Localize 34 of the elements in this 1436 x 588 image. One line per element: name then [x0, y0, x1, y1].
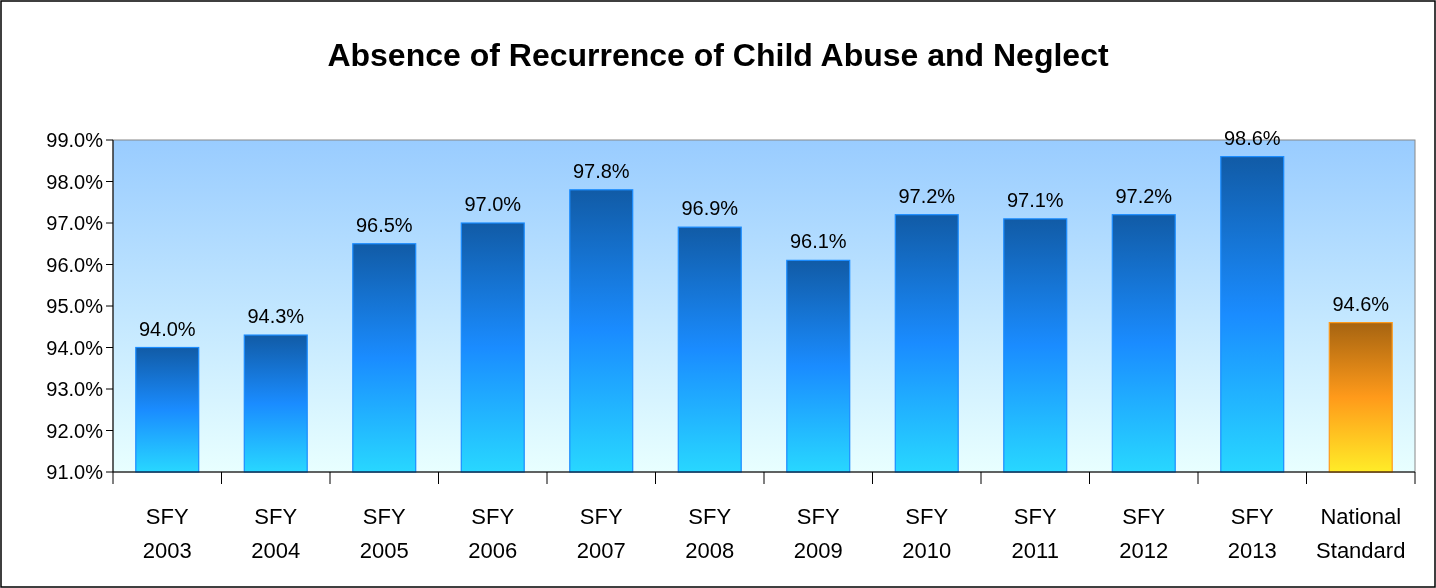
y-tick-label: 98.0%: [46, 170, 104, 193]
y-tick-label: 93.0%: [46, 378, 104, 400]
data-label: 96.9%: [681, 197, 739, 220]
y-tick-label: 97.0%: [46, 212, 104, 234]
chart-title: Absence of Recurrence of Child Abuse and Neglect: [327, 37, 1109, 73]
data-label: 97.1%: [1006, 188, 1064, 211]
x-tick-label: SFY 2005: [359, 504, 409, 563]
x-tick-label: SFY 2006: [468, 504, 518, 563]
x-tick-label: SFY 2009: [793, 504, 843, 563]
x-tick-label: SFY 2007: [576, 504, 626, 563]
y-tick-label: 96.0%: [46, 253, 104, 276]
y-tick-label: 94.0%: [46, 336, 104, 359]
data-label: 96.5%: [355, 213, 413, 236]
x-tick-label: National Standard: [1316, 504, 1406, 563]
data-label: 96.1%: [789, 230, 847, 253]
data-label: 94.0%: [138, 317, 196, 340]
x-tick-label: SFY 2004: [251, 504, 301, 563]
data-label: 94.6%: [1332, 292, 1390, 315]
x-tick-label: SFY 2003: [142, 504, 192, 563]
data-label: 97.2%: [898, 184, 956, 207]
data-label: 94.3%: [247, 305, 305, 328]
data-label: 98.6%: [1223, 126, 1281, 149]
y-tick-label: 95.0%: [46, 295, 104, 317]
x-tick-label: SFY 2012: [1119, 504, 1169, 563]
x-tick-label: SFY 2013: [1227, 504, 1277, 563]
data-label: 97.0%: [464, 193, 522, 215]
x-tick-label: SFY 2010: [902, 504, 952, 563]
y-tick-label: 92.0%: [46, 419, 104, 442]
y-tick-label: 99.0%: [46, 129, 104, 151]
data-label: 97.8%: [572, 159, 630, 182]
x-tick-label: SFY 2008: [685, 504, 735, 563]
data-label: 97.2%: [1115, 184, 1173, 207]
x-tick-label: SFY 2011: [1011, 504, 1059, 563]
y-tick-label: 91.0%: [46, 461, 104, 483]
